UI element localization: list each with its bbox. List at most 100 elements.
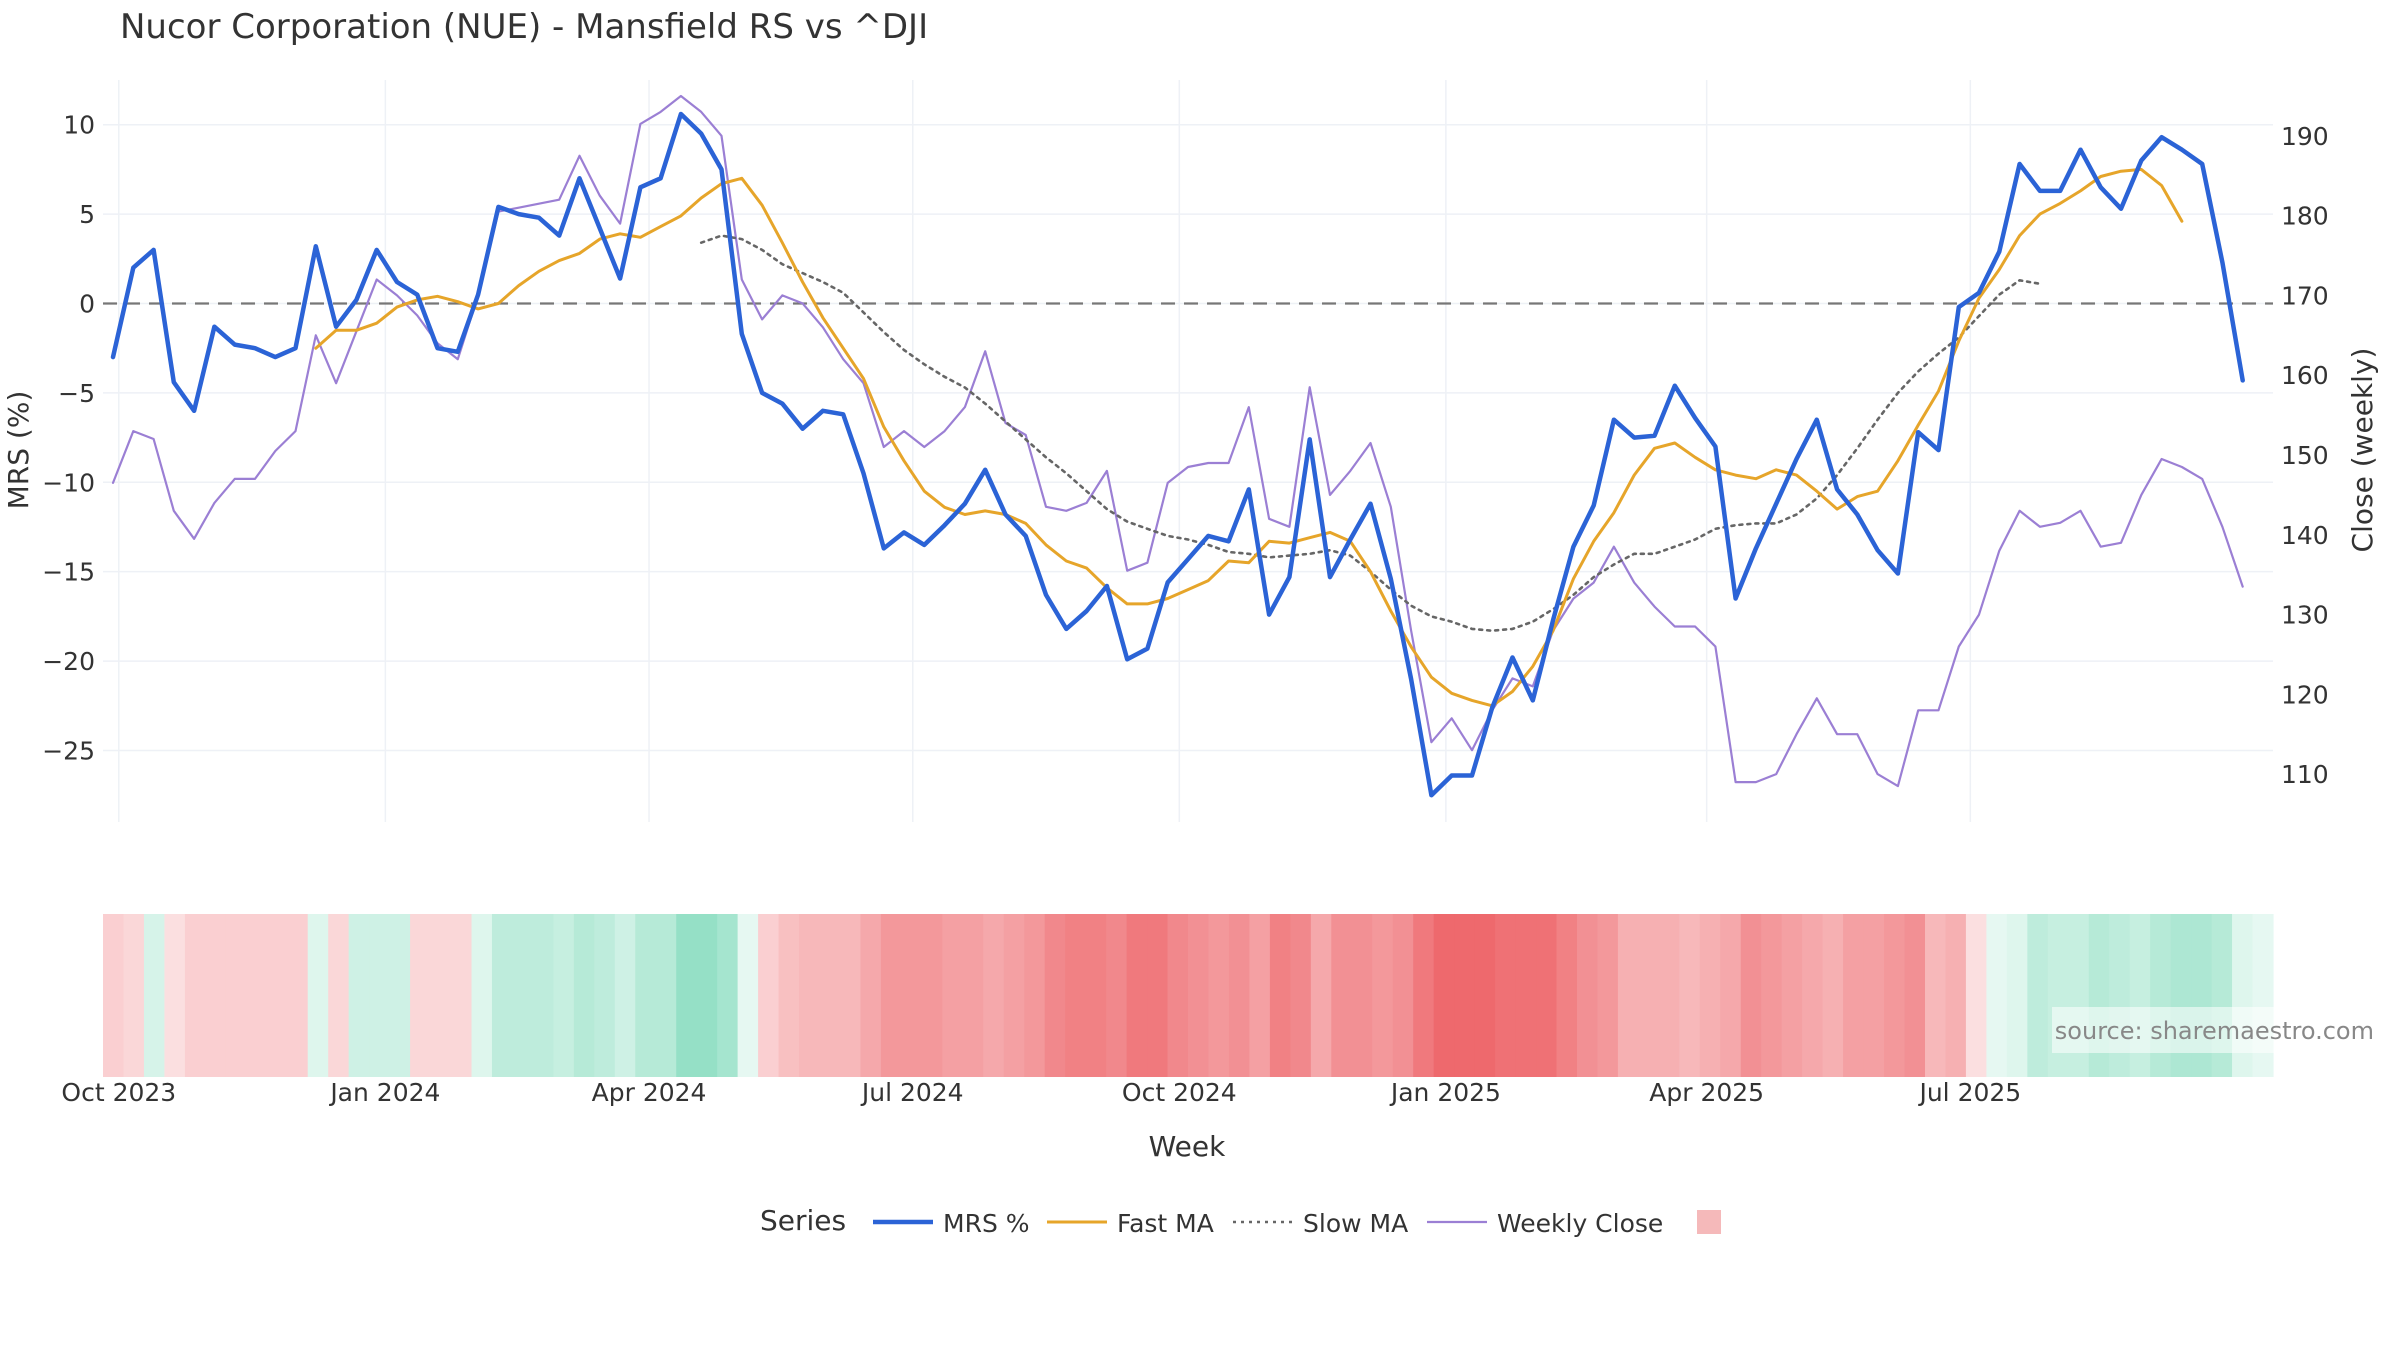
heat-cell — [717, 914, 739, 1077]
heat-cell — [1106, 914, 1128, 1077]
heat-cell — [655, 914, 677, 1077]
y-left-tick-label: −5 — [58, 379, 95, 408]
heat-cell — [1965, 914, 1987, 1077]
x-tick-label: Jul 2024 — [860, 1078, 964, 1107]
y-right-tick-label: 190 — [2281, 122, 2329, 151]
heat-cell — [1576, 914, 1599, 1077]
heat-cell — [410, 914, 432, 1077]
heat-cell — [573, 914, 595, 1077]
heat-cell — [1310, 914, 1332, 1077]
heat-cell — [1147, 914, 1169, 1077]
heat-cell — [184, 914, 206, 1077]
heat-cell — [1556, 914, 1578, 1077]
y-left-tick-label: −10 — [42, 468, 95, 497]
heat-cell — [962, 914, 984, 1077]
x-tick-label: Apr 2025 — [1649, 1078, 1764, 1107]
legend-item-fast-ma[interactable]: Fast MA — [1047, 1209, 1214, 1238]
y-left-tick-label: −25 — [42, 736, 95, 765]
heat-cell — [369, 914, 391, 1077]
heat-cell — [143, 914, 166, 1077]
series-line-fast-ma — [314, 167, 2184, 708]
heat-cell — [1945, 914, 1967, 1077]
legend-label-slow-ma: Slow MA — [1303, 1209, 1408, 1238]
heat-cell — [512, 914, 534, 1077]
heat-cell — [614, 914, 636, 1077]
y-right-tick-label: 170 — [2281, 281, 2329, 310]
legend-item-weekly-close[interactable]: Weekly Close — [1427, 1209, 1663, 1238]
heat-cell — [1699, 914, 1721, 1077]
heat-cell — [880, 914, 902, 1077]
series-line-weekly-close — [111, 94, 2244, 788]
x-axis-label: Week — [1149, 1130, 1226, 1163]
series-line-mrs — [110, 111, 2245, 798]
heat-cell — [1924, 914, 1947, 1077]
heat-cell — [635, 914, 657, 1077]
heat-cell — [1658, 914, 1680, 1077]
heat-cell — [491, 914, 514, 1077]
heat-cell — [1228, 914, 1251, 1077]
y-right-tick-label: 180 — [2281, 202, 2329, 231]
chart-title: Nucor Corporation (NUE) - Mansfield RS v… — [120, 7, 928, 47]
heat-cell — [1188, 914, 1210, 1077]
source-backdrop — [2052, 1007, 2380, 1053]
heat-cell — [1372, 914, 1394, 1077]
legend-label-fast-ma: Fast MA — [1117, 1209, 1214, 1238]
y-right-tick-label: 160 — [2281, 361, 2329, 390]
legend-item-mrs[interactable]: MRS % — [873, 1209, 1030, 1238]
heat-cell — [1802, 914, 1824, 1077]
heat-cell — [307, 914, 329, 1077]
heat-cell — [2027, 914, 2049, 1077]
heat-cell — [103, 914, 125, 1077]
heat-cell — [1433, 914, 1455, 1077]
heat-cell — [246, 914, 268, 1077]
heat-cell — [348, 914, 370, 1077]
x-tick-label: Jan 2024 — [328, 1078, 440, 1107]
x-tick-label: Oct 2024 — [1122, 1078, 1237, 1107]
heat-cell — [1515, 914, 1537, 1077]
legend: Series MRS % Fast MA Slow MA Weekly Clos… — [760, 1204, 1721, 1238]
heat-cell — [799, 914, 821, 1077]
heat-cell — [1904, 914, 1926, 1077]
y-left-tick-label: 5 — [79, 200, 95, 229]
heat-cell — [1249, 914, 1271, 1077]
heat-cell — [860, 914, 882, 1077]
legend-item-heat-strip[interactable] — [1697, 1210, 1721, 1234]
x-tick-label: Apr 2024 — [592, 1078, 707, 1107]
heat-cell — [921, 914, 943, 1077]
y-right-tick-label: 140 — [2281, 521, 2329, 550]
heat-cell — [430, 914, 452, 1077]
heat-cell — [1269, 914, 1291, 1077]
rs-heat-strip — [103, 914, 2274, 1077]
heat-cell — [1822, 914, 1844, 1077]
x-tick-label: Jan 2025 — [1389, 1078, 1501, 1107]
heat-cell — [451, 914, 473, 1077]
legend-swatch-heat-strip — [1697, 1210, 1721, 1234]
heat-cell — [553, 914, 575, 1077]
heat-cell — [1208, 914, 1230, 1077]
heat-cell — [758, 914, 780, 1077]
heat-cell — [1331, 914, 1353, 1077]
heat-cell — [839, 914, 862, 1077]
heat-cell — [1351, 914, 1373, 1077]
heat-cell — [1392, 914, 1414, 1077]
y-right-tick-label: 130 — [2281, 601, 2329, 630]
heat-cell — [983, 914, 1005, 1077]
heat-cell — [1167, 914, 1189, 1077]
heat-cell — [287, 914, 309, 1077]
heat-cell — [123, 914, 145, 1077]
y-axis-left-label: MRS (%) — [2, 391, 35, 510]
heat-cell — [389, 914, 411, 1077]
heat-cell — [205, 914, 227, 1077]
legend-label-weekly-close: Weekly Close — [1497, 1209, 1663, 1238]
heat-cell — [1044, 914, 1066, 1077]
heat-cell — [2006, 914, 2028, 1077]
axes: 10 5 0 −5 −10 −15 −20 −25 190 180 170 160 150 140 130 1… — [42, 111, 2328, 1107]
legend-item-slow-ma[interactable]: Slow MA — [1233, 1209, 1408, 1238]
heat-cell — [164, 914, 186, 1077]
heat-cell — [1884, 914, 1906, 1077]
heat-cell — [942, 914, 964, 1077]
heat-cell — [1720, 914, 1742, 1077]
heat-cell — [1003, 914, 1025, 1077]
heat-cell — [1638, 914, 1660, 1077]
